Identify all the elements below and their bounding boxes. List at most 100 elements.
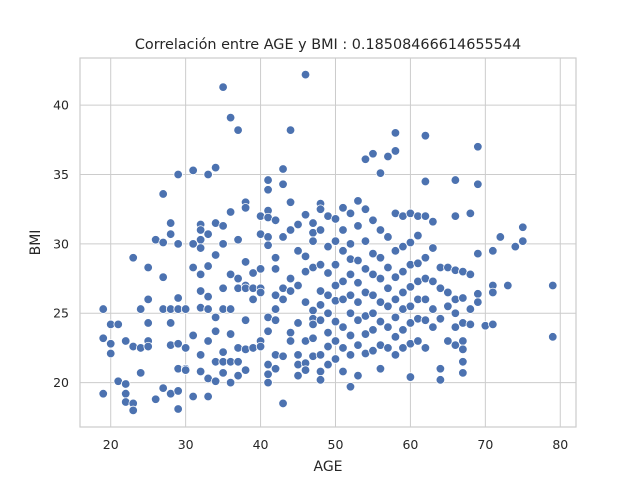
data-point — [263, 326, 273, 336]
y-tick-label: 25 — [53, 306, 69, 321]
data-point — [345, 208, 356, 219]
data-point — [405, 372, 416, 382]
data-point — [173, 404, 183, 414]
data-point — [218, 239, 228, 249]
data-point — [233, 273, 243, 284]
data-point — [503, 280, 513, 291]
data-point — [353, 315, 363, 325]
data-point — [158, 237, 168, 248]
data-point — [353, 370, 363, 381]
data-point — [308, 305, 318, 316]
data-point — [263, 359, 273, 370]
x-axis-label: AGE — [313, 459, 342, 475]
data-point — [368, 325, 378, 335]
data-point — [458, 336, 468, 346]
data-point — [285, 125, 296, 135]
data-point — [473, 289, 483, 299]
data-point — [353, 255, 363, 266]
data-point — [173, 169, 183, 180]
data-point — [106, 339, 116, 349]
data-point — [330, 214, 341, 224]
data-point — [353, 278, 363, 288]
data-point — [278, 232, 288, 242]
data-point — [293, 318, 303, 328]
data-point — [458, 293, 468, 303]
data-point — [135, 368, 146, 378]
data-point — [375, 316, 386, 327]
data-point — [203, 336, 213, 346]
data-point — [285, 336, 296, 346]
data-point — [345, 290, 356, 300]
data-point — [270, 290, 281, 300]
data-point — [495, 232, 506, 242]
data-point — [180, 365, 191, 375]
data-point — [158, 189, 168, 199]
data-point — [210, 326, 221, 336]
data-point — [263, 232, 273, 242]
data-point — [218, 82, 228, 92]
data-point — [233, 235, 243, 245]
data-point — [330, 280, 341, 291]
data-point — [233, 357, 243, 367]
y-tick-label: 20 — [53, 375, 69, 390]
data-point — [143, 341, 153, 352]
data-point — [398, 343, 408, 353]
data-point — [323, 308, 333, 318]
plot-frame — [79, 57, 577, 428]
data-point — [195, 225, 206, 235]
chart-title: Correlación entre AGE y BMI : 0.18508466… — [135, 37, 521, 53]
data-point — [308, 319, 318, 330]
data-point — [225, 304, 236, 314]
data-point — [218, 347, 228, 357]
data-point — [420, 315, 431, 325]
data-point — [195, 350, 206, 360]
data-point — [383, 232, 393, 242]
data-point — [285, 327, 296, 338]
data-point — [443, 301, 453, 312]
data-point — [135, 304, 146, 314]
data-point — [98, 304, 108, 314]
data-point — [278, 351, 288, 361]
data-point — [285, 286, 296, 296]
data-point — [255, 341, 266, 352]
x-tick-label: 50 — [328, 437, 344, 452]
data-point — [195, 286, 206, 296]
data-point — [210, 162, 221, 173]
data-point — [450, 322, 461, 332]
data-point — [353, 297, 363, 307]
data-point — [278, 164, 288, 174]
data-point — [338, 366, 348, 377]
data-point — [210, 250, 221, 260]
data-point — [383, 283, 393, 293]
data-point — [323, 359, 333, 370]
x-tick-label: 30 — [178, 437, 194, 452]
data-point — [203, 391, 213, 402]
data-point — [225, 207, 236, 217]
data-point — [338, 203, 348, 213]
data-point — [278, 294, 288, 305]
data-point — [248, 294, 258, 305]
data-point — [218, 283, 228, 293]
data-point — [345, 330, 356, 341]
data-point — [315, 225, 326, 235]
data-point — [360, 154, 371, 164]
data-point — [225, 112, 236, 123]
data-point — [188, 262, 198, 273]
data-point — [106, 348, 116, 359]
data-point — [285, 273, 296, 284]
data-point — [518, 236, 528, 246]
data-point — [338, 246, 348, 256]
data-point — [195, 366, 206, 377]
data-point — [278, 179, 288, 189]
data-point — [390, 128, 401, 138]
data-point — [518, 222, 528, 232]
data-point — [398, 241, 408, 252]
data-point — [345, 382, 356, 392]
data-point — [121, 389, 131, 399]
data-point — [165, 318, 176, 328]
data-point — [383, 151, 393, 162]
data-point — [510, 241, 521, 252]
data-point — [353, 196, 363, 206]
data-point — [390, 312, 401, 323]
